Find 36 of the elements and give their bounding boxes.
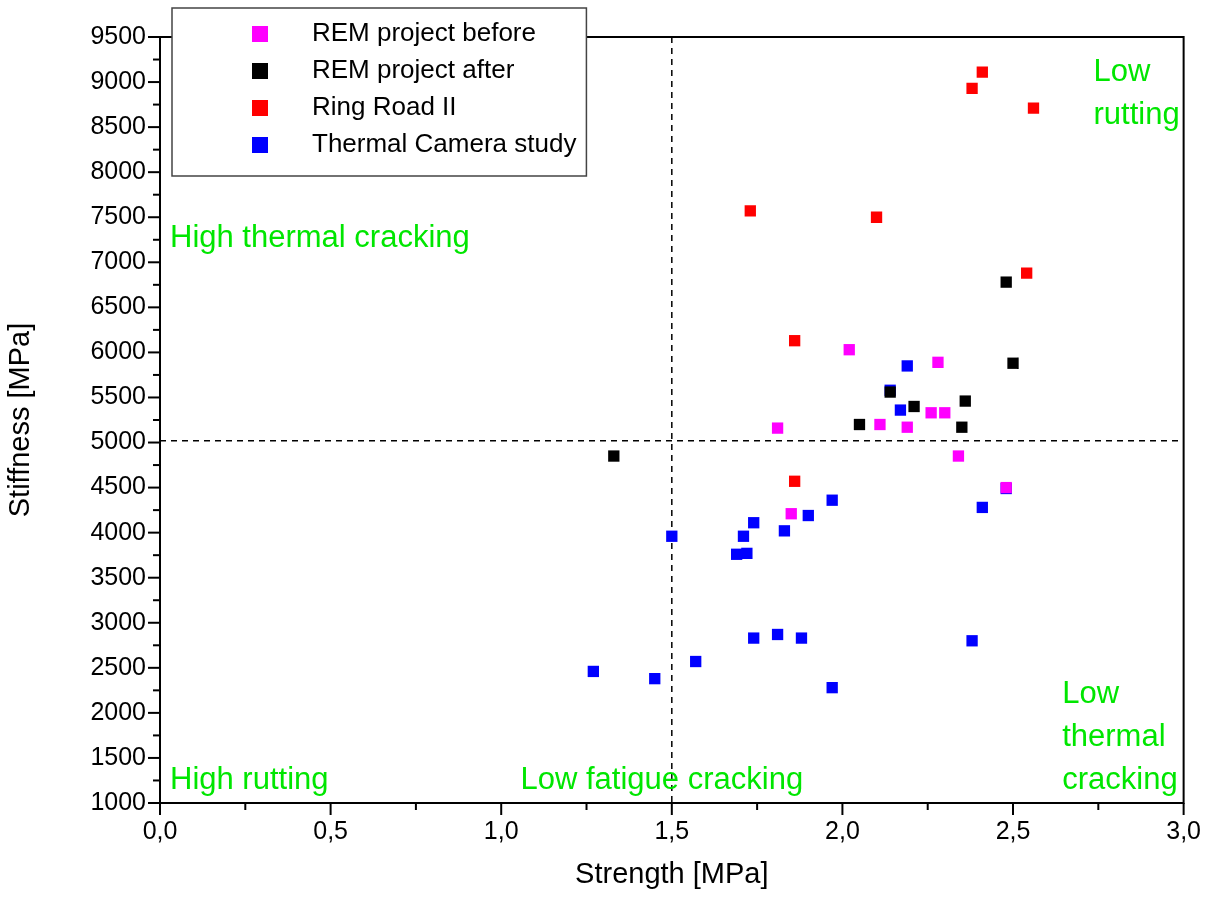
y-tick-label: 4500 <box>90 471 146 500</box>
y-tick-label: 6500 <box>90 291 146 320</box>
y-tick-label: 8500 <box>90 111 146 140</box>
x-tick-label: 1,5 <box>654 815 690 844</box>
y-tick-label: 1500 <box>90 741 146 770</box>
x-tick-label: 1,0 <box>483 815 519 844</box>
legend-label: Ring Road II <box>312 91 457 122</box>
legend-label: REM project after <box>312 54 515 85</box>
y-tick-label: 4000 <box>90 516 146 545</box>
legend-label: REM project before <box>312 17 536 48</box>
y-tick-label: 6000 <box>90 336 146 365</box>
x-axis-title: Strength [MPa] <box>575 856 769 889</box>
x-tick-label: 2,5 <box>995 815 1031 844</box>
y-tick-label: 7500 <box>90 201 146 230</box>
y-tick-label: 1000 <box>90 786 146 815</box>
y-tick-label: 9500 <box>90 20 146 49</box>
y-tick-label: 8000 <box>90 156 146 185</box>
legend-label: Thermal Camera study <box>312 128 577 159</box>
x-tick-label: 3,0 <box>1166 815 1202 844</box>
y-tick-label: 9000 <box>90 65 146 94</box>
y-tick-label: 5000 <box>90 426 146 455</box>
y-tick-label: 7000 <box>90 246 146 275</box>
x-tick-label: 0,0 <box>142 815 178 844</box>
y-tick-label: 2500 <box>90 651 146 680</box>
annotation: High rutting <box>170 761 329 796</box>
annotation: Low rutting <box>1093 53 1180 131</box>
annotation: Low fatigue cracking <box>520 761 804 796</box>
annotation: Low thermal cracking <box>1062 675 1178 796</box>
y-tick-label: 3000 <box>90 606 146 635</box>
x-tick-label: 0,5 <box>313 815 348 844</box>
y-tick-label: 2000 <box>90 696 146 725</box>
annotation: High thermal cracking <box>170 219 470 254</box>
y-tick-label: 5500 <box>90 381 146 410</box>
x-tick-label: 2,0 <box>825 815 860 844</box>
y-tick-label: 3500 <box>90 561 146 590</box>
y-axis-title: Stiffness [MPa] <box>3 322 36 518</box>
